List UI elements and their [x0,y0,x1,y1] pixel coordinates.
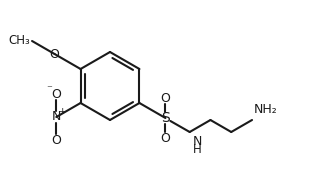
Text: N: N [193,135,202,148]
Text: ⁻: ⁻ [46,84,52,94]
Text: N: N [52,110,61,123]
Text: O: O [160,92,170,105]
Text: NH₂: NH₂ [254,103,278,116]
Text: O: O [160,132,170,144]
Text: O: O [51,88,61,100]
Text: CH₃: CH₃ [8,34,30,46]
Text: H: H [193,143,202,156]
Text: O: O [50,47,59,61]
Text: O: O [51,133,61,147]
Text: S: S [161,111,170,125]
Text: +: + [58,106,66,116]
